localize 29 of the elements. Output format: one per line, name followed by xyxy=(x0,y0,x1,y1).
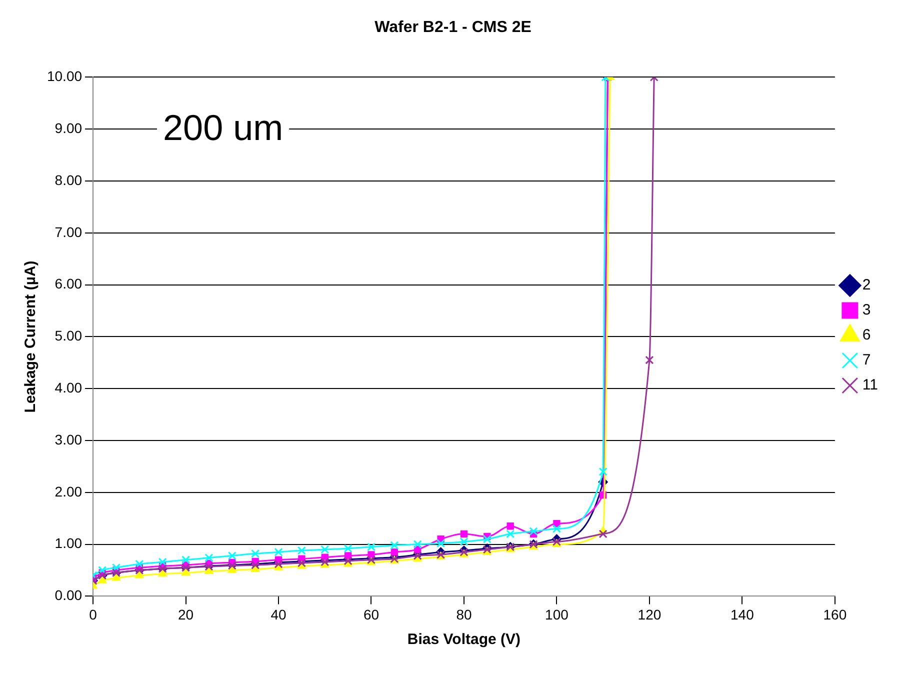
y-tick-label: 9.00 xyxy=(54,120,82,136)
chart-title: Wafer B2-1 - CMS 2E xyxy=(374,19,532,36)
legend-label: 3 xyxy=(862,302,871,319)
y-tick-label: 10.00 xyxy=(46,68,82,84)
x-tick-label: 40 xyxy=(270,606,287,622)
y-tick-label: 3.00 xyxy=(54,431,82,448)
x-axis-title: Bias Voltage (V) xyxy=(407,631,521,648)
x-tick-label: 60 xyxy=(363,606,380,622)
y-axis-title: Leakage Current (µA) xyxy=(22,260,40,413)
y-tick-label: 2.00 xyxy=(54,483,82,500)
x-tick-label: 100 xyxy=(545,606,569,622)
legend-label: 7 xyxy=(862,352,871,369)
legend-label: 2 xyxy=(862,276,871,294)
y-tick-label: 1.00 xyxy=(54,535,82,552)
x-tick-label: 140 xyxy=(730,606,754,622)
x-tick-label: 80 xyxy=(456,606,472,622)
x-tick-label: 20 xyxy=(178,606,194,622)
annotation: 200 um xyxy=(163,107,284,148)
x-tick-label: 120 xyxy=(638,606,662,622)
y-tick-label: 5.00 xyxy=(54,328,82,344)
y-tick-label: 7.00 xyxy=(54,224,82,240)
legend-label: 11 xyxy=(862,376,878,394)
y-tick-label: 0.00 xyxy=(54,587,82,604)
x-tick-label: 160 xyxy=(823,606,847,622)
legend-label: 6 xyxy=(862,326,871,344)
y-tick-label: 6.00 xyxy=(54,276,82,292)
y-tick-label: 8.00 xyxy=(54,172,82,188)
y-tick-label: 4.00 xyxy=(54,379,82,396)
x-tick-label: 0 xyxy=(89,606,98,622)
